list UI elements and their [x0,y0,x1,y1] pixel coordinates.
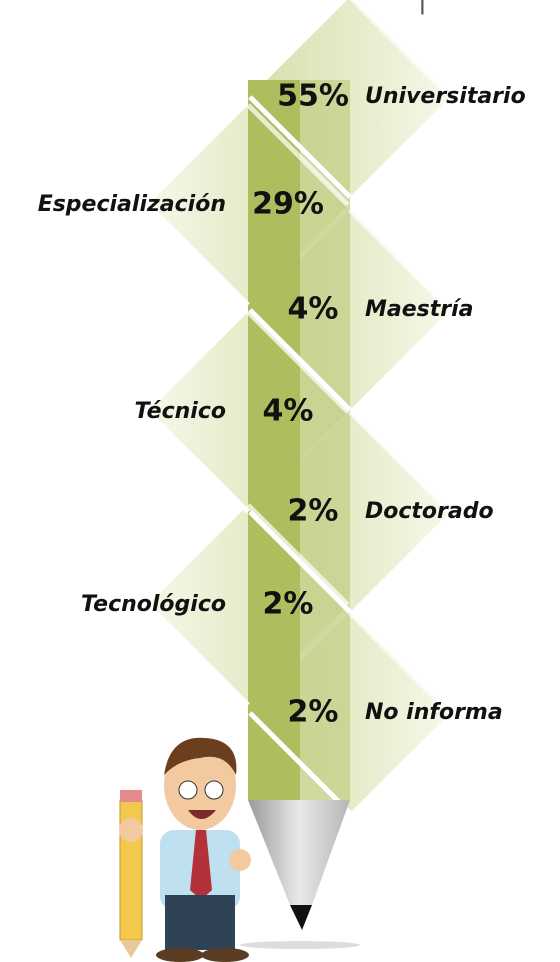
head [164,740,236,830]
percentage: 29% [252,187,324,222]
percentage: 2% [263,587,314,622]
shoe [201,948,249,962]
shadow [240,941,360,949]
diamond-edge [348,410,452,514]
percentage: 4% [263,394,314,429]
hand [229,849,251,871]
label: No informa [365,700,503,725]
pencil-core [248,80,300,800]
pencil-lead [290,905,312,930]
tie [190,830,212,900]
diamond-edges [146,0,452,815]
diamond-edge [146,410,250,514]
diamond-edge [248,711,352,815]
diamond-edge [348,611,452,715]
hand [119,818,143,842]
diamond-edge [349,0,452,99]
diamond-edge [146,603,250,707]
hair [164,737,237,775]
diamond-edge [146,203,250,307]
percentage: 2% [288,695,339,730]
pencil-tip [248,800,350,905]
label: Universitario [365,84,526,109]
eye [178,780,198,800]
percentage: 55% [277,79,349,114]
diamond-edge [248,510,352,614]
eraser [120,790,142,802]
diamond-edge [248,308,352,412]
diamond-edge [246,310,350,414]
percentage: 2% [288,494,339,529]
label: Maestría [365,297,474,322]
held-pencil-tip [120,940,142,958]
trousers [165,895,235,950]
shoe [156,948,204,962]
mouth [188,810,216,819]
diamond-edge [246,503,350,607]
label: Doctorado [365,499,494,524]
label: Tecnológico [81,592,226,617]
percentage: 4% [288,292,339,327]
diamond-edge [348,208,452,312]
label: Técnico [135,399,227,424]
mark: | [418,0,427,15]
eye [204,780,224,800]
character [119,737,251,962]
diamond-edge [248,95,352,199]
diamond-edge [246,103,350,207]
label: Especialización [38,192,226,217]
